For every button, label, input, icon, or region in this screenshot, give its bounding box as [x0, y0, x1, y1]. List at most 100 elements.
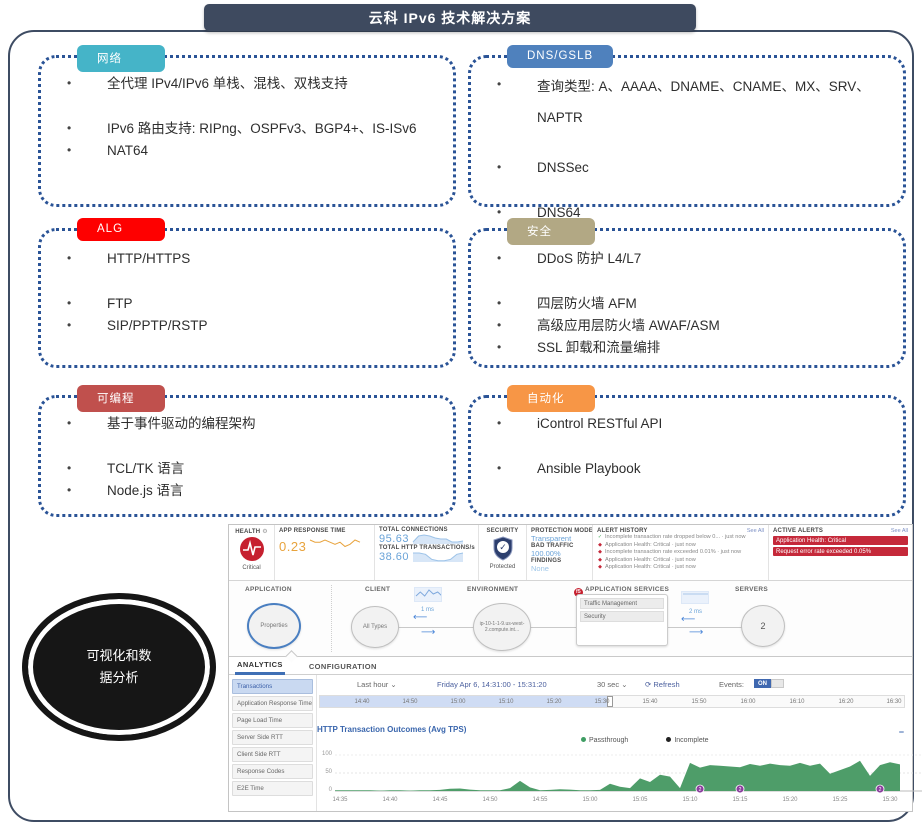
box-items-security: DDoS 防护 L4/L7 四层防火墙 AFM 高级应用层防火墙 AWAF/ASM S… [471, 231, 903, 358]
app-response-sparkline [310, 539, 361, 548]
server-link-sparkline [681, 591, 709, 604]
http-transactions-value: 38.60 [379, 551, 410, 563]
box-items-network: 全代理 IPv4/IPv6 单栈、混栈、双栈支持 IPv6 路由支持: RIPng… [41, 58, 453, 161]
bullet-item: HTTP/HTTPS [41, 250, 453, 269]
x-axis-label: 15:15 [732, 797, 748, 803]
x-axis-label: 15:10 [682, 797, 698, 803]
timeline-tick: 15:50 [691, 699, 707, 705]
alert-history-cell: ALERT HISTORY See All ✓ Incomplete transa… [593, 525, 769, 580]
sidebar-item-e2e-time[interactable]: E2E Time [232, 781, 313, 796]
x-axis-label: 14:55 [532, 797, 548, 803]
total-connections-value: 95.63 [379, 533, 410, 545]
http-transactions-sparkline [413, 552, 464, 562]
client-label: CLIENT [365, 586, 391, 593]
environment-node[interactable]: ip-10-1-1-9.us-west-2.compute.int... [473, 603, 531, 651]
bullet-item: IPv6 路由支持: RIPng、OSPFv3、BGP4+、IS-ISv6 [41, 120, 453, 139]
interval-dropdown[interactable]: 30 sec ⌄ [597, 680, 628, 689]
total-connections-sparkline [412, 534, 464, 544]
svg-text:2: 2 [739, 787, 742, 793]
box-tag-alg: ALG [77, 218, 165, 241]
alert-diamond-icon: ◆ [598, 556, 602, 563]
bullet-item: 查询类型: A、AAAA、DNAME、CNAME、MX、SRV、NAPTR [471, 71, 903, 133]
f5-logo-icon: f5 [574, 588, 583, 597]
findings-value: None [531, 564, 549, 573]
alert-history-item: ◆ Application Health: Critical · just now [598, 541, 696, 548]
findings-label: FINDINGS [531, 558, 562, 564]
y-axis-label: 0 [328, 787, 332, 793]
active-alert-banner: Request error rate exceeded 0.05% [773, 547, 908, 556]
application-services-panel: Traffic Management Security [576, 594, 668, 646]
bullet-item: NAT64 [41, 142, 453, 161]
timeline-strip[interactable]: 14:40 14:50 15:00 15:10 15:20 15:30 15:40 15:50… [319, 695, 905, 708]
timeline-handle[interactable] [607, 696, 613, 707]
arrow-right-icon: ⟶ [689, 627, 704, 638]
box-items-alg: HTTP/HTTPS FTP SIP/PPTP/RSTP [41, 231, 453, 336]
slide-title: 云科 IPv6 技术解决方案 [368, 9, 532, 26]
sidebar-item-server-side-rtt[interactable]: Server Side RTT [232, 730, 313, 745]
legend-dot-icon [666, 737, 672, 742]
client-node[interactable]: All Types [351, 606, 399, 648]
sidebar-item-transactions[interactable]: Transactions [232, 679, 313, 694]
box-items-programmable: 基于事件驱动的编程架构 TCL/TK 语言 Node.js 语言 [41, 398, 453, 501]
sidebar-item-application-response-time[interactable]: Application Response Time [232, 696, 313, 711]
timeline-tick: 15:20 [546, 699, 562, 705]
timeline-tick: 15:00 [450, 699, 466, 705]
arrow-left-icon: ⟵ [413, 612, 428, 623]
gear-icon[interactable]: ⚙ [262, 529, 268, 535]
analytics-lower: Transactions Application Response Time Pag… [229, 675, 922, 811]
legend-dot-icon [581, 737, 586, 742]
events-label: Events: [719, 680, 745, 689]
service-row[interactable]: Traffic Management [580, 598, 664, 609]
sidebar-item-page-load-time[interactable]: Page Load Time [232, 713, 313, 728]
sidebar-item-response-codes[interactable]: Response Codes [232, 764, 313, 779]
refresh-button[interactable]: ⟳ Refresh [645, 680, 680, 689]
application-services-label: f5 APPLICATION SERVICES [574, 586, 670, 597]
alert-diamond-icon: ◆ [598, 564, 602, 571]
alert-history-item: ✓ Incomplete transaction rate dropped bel… [597, 534, 746, 540]
health-status: Critical [242, 565, 261, 571]
refresh-icon: ⟳ [645, 680, 652, 689]
tabs-row: ANALYTICS CONFIGURATION [229, 650, 912, 675]
http-outcomes-area-chart: 2 2 2 [335, 754, 922, 794]
protection-mode-label: PROTECTION MODE [531, 528, 593, 534]
application-properties-node[interactable]: Properties [247, 603, 301, 649]
timeline-selected-range [320, 696, 608, 707]
protection-mode-value: Transparent [531, 534, 572, 543]
alert-history-see-all[interactable]: See All [746, 528, 764, 534]
service-row[interactable]: Security [580, 611, 664, 622]
box-tag-security: 安全 [507, 218, 595, 245]
chart-legend: Passthrough Incomplete [581, 737, 709, 744]
sidebar-item-client-side-rtt[interactable]: Client Side RTT [232, 747, 313, 762]
date-range-label: Friday Apr 6, 14:31:00 - 15:31:20 [437, 680, 547, 689]
protection-cell: PROTECTION MODE Transparent BAD TRAFFIC … [527, 525, 593, 580]
bullet-item: Ansible Playbook [471, 460, 903, 479]
legend-entry: Passthrough [581, 737, 628, 744]
totals-cell: TOTAL CONNECTIONS 95.63 TOTAL HTTP TRANS… [375, 525, 479, 580]
timeline-tick: 16:30 [886, 699, 902, 705]
slide-title-bar: 云科 IPv6 技术解决方案 [204, 4, 696, 31]
arrow-right-icon: ⟶ [421, 627, 436, 638]
active-alerts-see-all[interactable]: See All [890, 528, 908, 534]
health-cell: HEALTH ⚙ Critical [229, 525, 275, 580]
tab-analytics[interactable]: ANALYTICS [235, 656, 285, 675]
application-label: APPLICATION [245, 586, 292, 593]
timeline-tick: 16:10 [789, 699, 805, 705]
alert-history-list: ✓ Incomplete transaction rate dropped bel… [597, 534, 764, 572]
active-alerts-cell: ACTIVE ALERTS See All Application Health… [769, 525, 912, 580]
alert-history-item: ◆ Application Health: Critical · just now [598, 564, 696, 571]
box-tag-network: 网络 [77, 45, 165, 72]
feature-box-programmable: 可编程 基于事件驱动的编程架构 TCL/TK 语言 Node.js 语言 [38, 385, 456, 517]
arrow-left-icon: ⟵ [681, 614, 696, 625]
bullet-item: FTP [41, 295, 453, 314]
events-toggle[interactable]: ON [754, 679, 784, 688]
tab-configuration[interactable]: CONFIGURATION [308, 661, 377, 671]
range-dropdown[interactable]: Last hour ⌄ [357, 680, 397, 689]
kpi-band: HEALTH ⚙ Critical APP RESPONSE TIME 0.23… [229, 525, 912, 581]
bullet-item: 高级应用层防火墙 AWAF/ASM [471, 317, 903, 336]
bullet-item: DNSSec [471, 159, 903, 178]
alert-diamond-icon: ◆ [598, 549, 602, 556]
collapse-chart-icon[interactable]: − [898, 727, 904, 737]
bullet-item: Node.js 语言 [41, 482, 453, 501]
servers-node[interactable]: 2 [741, 605, 785, 647]
alert-history-item: ◆ Application Health: Critical · just now [598, 556, 696, 563]
